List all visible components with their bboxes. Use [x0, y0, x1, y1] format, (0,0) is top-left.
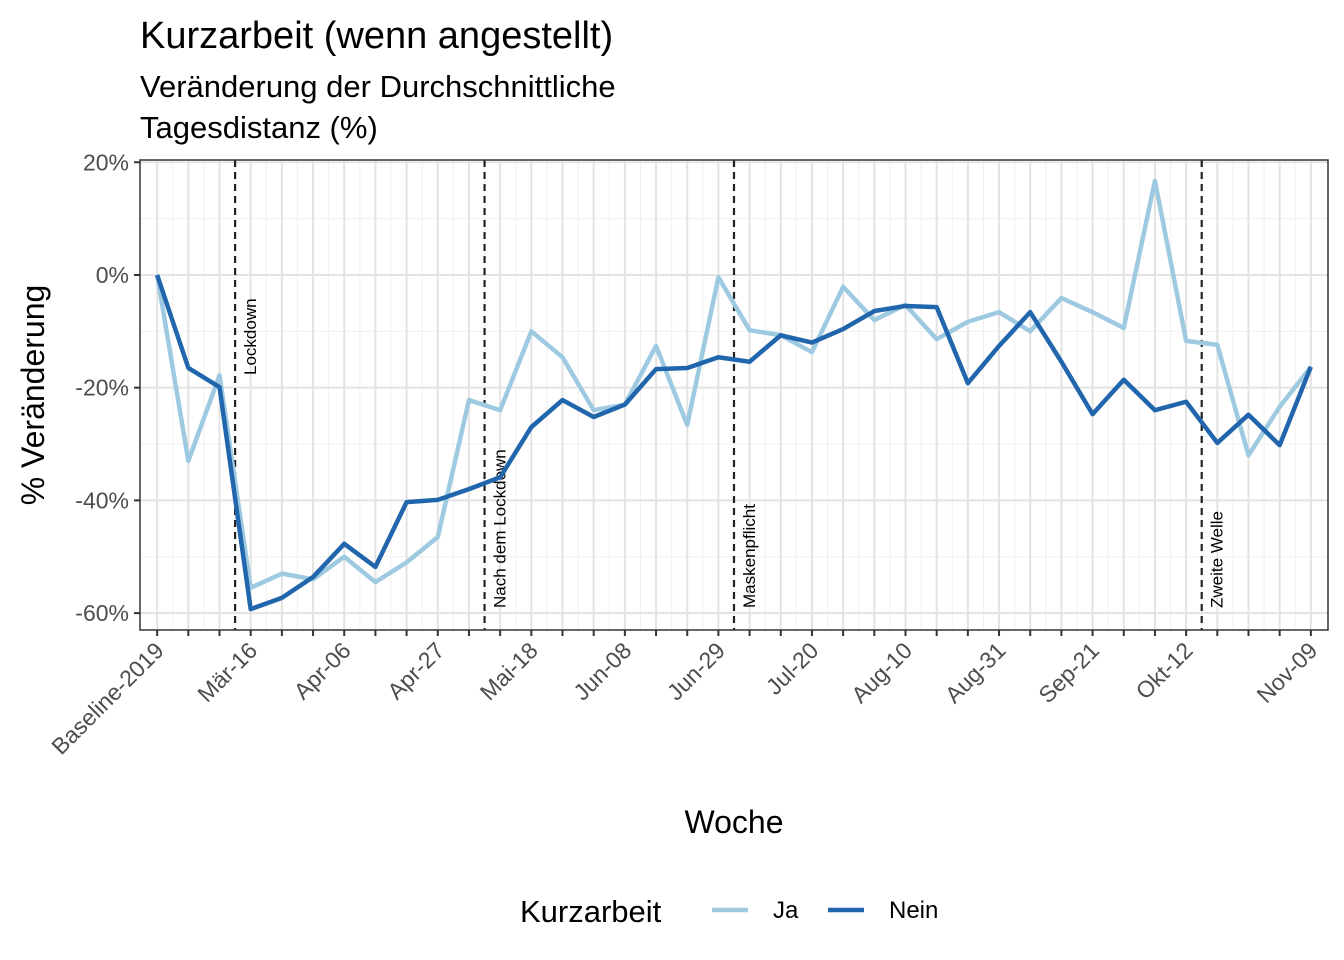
x-tick-label: Mai-18 [475, 637, 543, 705]
x-tick-label: Sep-21 [1033, 637, 1104, 708]
series-line [154, 178, 1313, 590]
y-tick-label: 0% [96, 262, 129, 288]
plot-border [139, 159, 1329, 631]
y-tick-label: -20% [75, 375, 129, 401]
x-tick-label: Mär-16 [192, 637, 262, 707]
series-line [155, 274, 1313, 612]
x-tick-label: Jun-08 [568, 637, 636, 705]
x-tick-label: Okt-12 [1130, 637, 1197, 704]
x-tick-label: Apr-06 [289, 637, 356, 704]
y-tick-label: -60% [75, 600, 129, 626]
legend-title: Kurzarbeit [520, 894, 662, 929]
x-tick-label: Apr-27 [382, 637, 449, 704]
x-tick-label: Jun-29 [662, 637, 730, 705]
y-axis-title: % Veränderung [15, 285, 51, 506]
event-label: Lockdown [241, 298, 260, 375]
event-label: Nach dem Lockdown [491, 449, 510, 608]
x-axis-title: Woche [684, 804, 783, 840]
legend-label: Nein [889, 897, 938, 924]
y-tick-label: -40% [75, 487, 129, 513]
x-tick-label: Aug-31 [940, 637, 1011, 708]
chart-subtitle: Veränderung der Durchschnittliche [140, 69, 616, 104]
y-tick-label: 20% [83, 149, 129, 175]
legend-label: Ja [773, 897, 799, 924]
event-label: Maskenpflicht [740, 504, 759, 608]
x-tick-label: Jul-20 [761, 637, 824, 700]
chart-subtitle: Tagesdistanz (%) [140, 110, 378, 145]
x-tick-label: Aug-10 [846, 637, 917, 708]
chart-title: Kurzarbeit (wenn angestellt) [140, 15, 613, 57]
x-tick-label: Baseline-2019 [46, 637, 168, 759]
x-tick-label: Nov-09 [1252, 637, 1323, 708]
event-label: Zweite Welle [1208, 511, 1227, 608]
